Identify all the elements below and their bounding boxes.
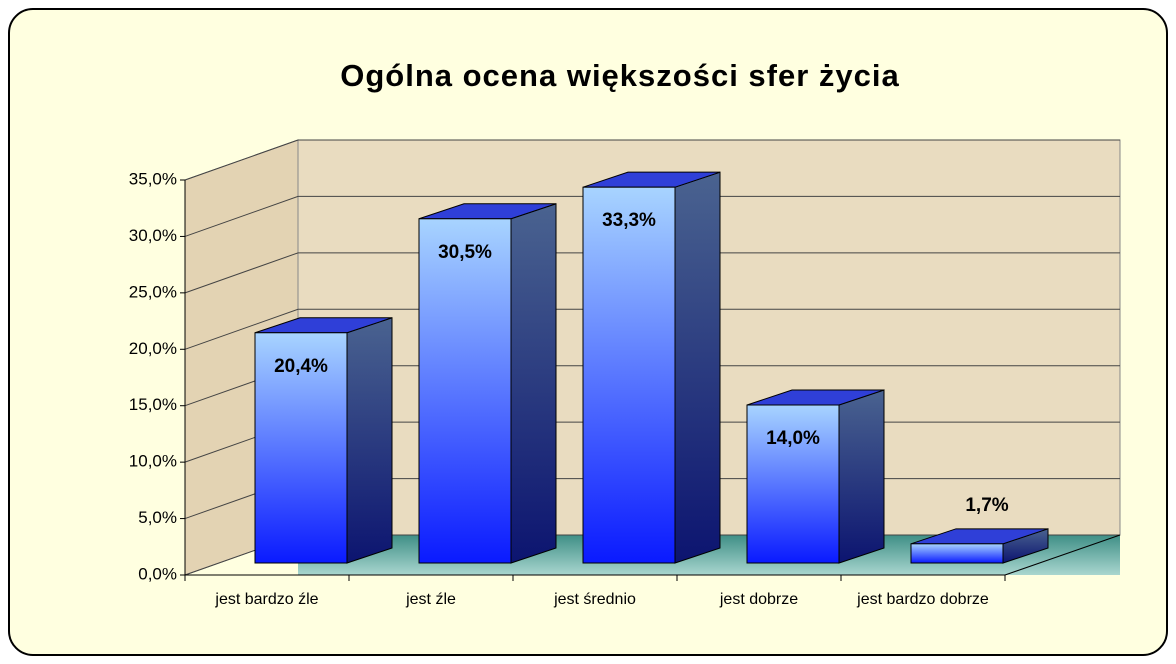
y-tick-label: 35,0% — [129, 169, 177, 188]
data-label: 30,5% — [438, 242, 492, 263]
bar — [746, 404, 840, 564]
bar — [582, 186, 676, 564]
y-tick-label: 5,0% — [138, 508, 177, 527]
grid-line — [184, 195, 1120, 237]
bar-side — [838, 389, 885, 564]
data-label: 33,3% — [602, 210, 656, 231]
y-tick-label: 15,0% — [129, 395, 177, 414]
x-axis-depth — [1004, 534, 1121, 576]
bar-side — [510, 203, 557, 564]
x-tick-label: jest źle — [406, 591, 456, 608]
y-tick-label: 10,0% — [129, 452, 177, 471]
bar — [418, 218, 512, 564]
bar-side — [674, 171, 721, 564]
grid-line — [184, 139, 1120, 181]
x-tick-label: jest średnio — [554, 591, 636, 608]
y-tick-label: 20,0% — [129, 339, 177, 358]
data-label: 14,0% — [766, 428, 820, 449]
y-tick-label: 0,0% — [138, 564, 177, 583]
data-label: 1,7% — [965, 495, 1008, 516]
y-tick-label: 25,0% — [129, 282, 177, 301]
x-tick-label: jest bardzo dobrze — [857, 591, 989, 608]
x-tick-label: jest bardzo źle — [215, 591, 319, 608]
bar — [254, 332, 348, 564]
chart-title: Ogólna ocena większości sfer życia — [340, 58, 900, 93]
grid-line — [184, 252, 1120, 294]
bar — [910, 543, 1004, 564]
y-tick-label: 30,0% — [129, 226, 177, 245]
data-label: 20,4% — [274, 356, 328, 377]
bar-side — [346, 317, 393, 564]
x-tick-label: jest dobrze — [719, 591, 799, 608]
grid-line — [184, 308, 1120, 350]
